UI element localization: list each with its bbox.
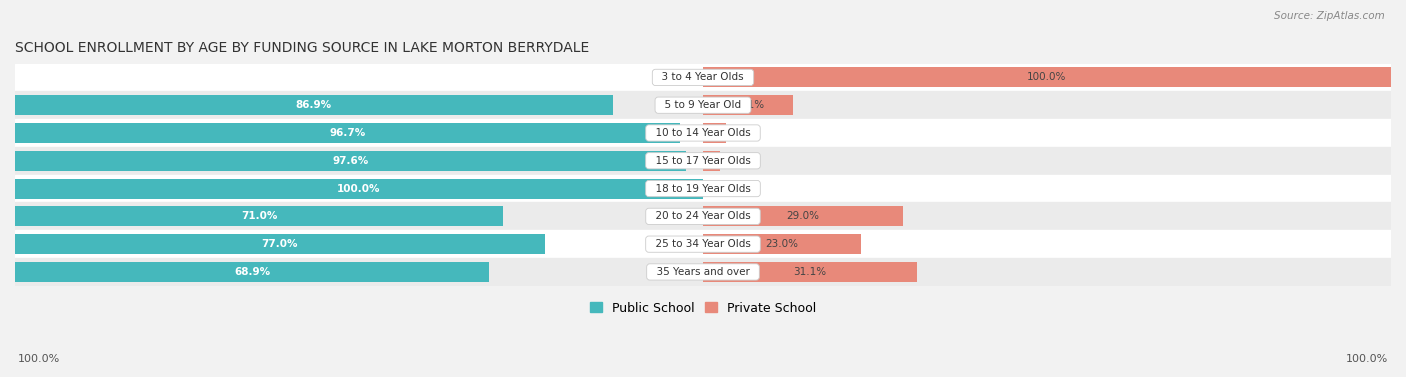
Legend: Public School, Private School: Public School, Private School <box>585 297 821 320</box>
Bar <box>15 206 503 226</box>
Bar <box>15 123 681 143</box>
Text: 100.0%: 100.0% <box>337 184 381 193</box>
Text: 23.0%: 23.0% <box>766 239 799 249</box>
Text: 77.0%: 77.0% <box>262 239 298 249</box>
Text: 5 to 9 Year Old: 5 to 9 Year Old <box>658 100 748 110</box>
Text: 100.0%: 100.0% <box>18 354 60 364</box>
Bar <box>703 123 725 143</box>
Text: 29.0%: 29.0% <box>786 211 820 221</box>
Text: 0.0%: 0.0% <box>717 184 742 193</box>
Bar <box>15 234 544 254</box>
Bar <box>15 119 1391 147</box>
Bar <box>703 95 793 115</box>
Text: 35 Years and over: 35 Years and over <box>650 267 756 277</box>
Bar <box>15 91 1391 119</box>
Text: 96.7%: 96.7% <box>329 128 366 138</box>
Text: 10 to 14 Year Olds: 10 to 14 Year Olds <box>650 128 756 138</box>
Bar <box>703 206 903 226</box>
Text: 100.0%: 100.0% <box>1028 72 1067 83</box>
Text: 97.6%: 97.6% <box>333 156 368 166</box>
Text: 3 to 4 Year Olds: 3 to 4 Year Olds <box>655 72 751 83</box>
Bar <box>703 234 862 254</box>
Text: 15 to 17 Year Olds: 15 to 17 Year Olds <box>648 156 758 166</box>
Text: 0.0%: 0.0% <box>664 72 689 83</box>
Bar <box>703 262 917 282</box>
Bar <box>15 262 489 282</box>
Text: SCHOOL ENROLLMENT BY AGE BY FUNDING SOURCE IN LAKE MORTON BERRYDALE: SCHOOL ENROLLMENT BY AGE BY FUNDING SOUR… <box>15 41 589 55</box>
Bar <box>15 147 1391 175</box>
Bar <box>15 151 686 171</box>
Text: 31.1%: 31.1% <box>793 267 827 277</box>
Bar <box>15 258 1391 286</box>
Text: 13.1%: 13.1% <box>731 100 765 110</box>
Bar <box>15 95 613 115</box>
Text: 18 to 19 Year Olds: 18 to 19 Year Olds <box>648 184 758 193</box>
Text: 20 to 24 Year Olds: 20 to 24 Year Olds <box>650 211 756 221</box>
Bar <box>15 202 1391 230</box>
Text: 71.0%: 71.0% <box>240 211 277 221</box>
Bar <box>703 151 720 171</box>
Bar <box>15 179 703 199</box>
Bar <box>15 63 1391 91</box>
Text: 3.3%: 3.3% <box>733 128 759 138</box>
Text: Source: ZipAtlas.com: Source: ZipAtlas.com <box>1274 11 1385 21</box>
Bar <box>703 67 1391 87</box>
Bar <box>15 175 1391 202</box>
Text: 100.0%: 100.0% <box>1346 354 1388 364</box>
Text: 2.4%: 2.4% <box>727 156 752 166</box>
Bar <box>15 230 1391 258</box>
Text: 25 to 34 Year Olds: 25 to 34 Year Olds <box>648 239 758 249</box>
Text: 86.9%: 86.9% <box>295 100 332 110</box>
Text: 68.9%: 68.9% <box>233 267 270 277</box>
